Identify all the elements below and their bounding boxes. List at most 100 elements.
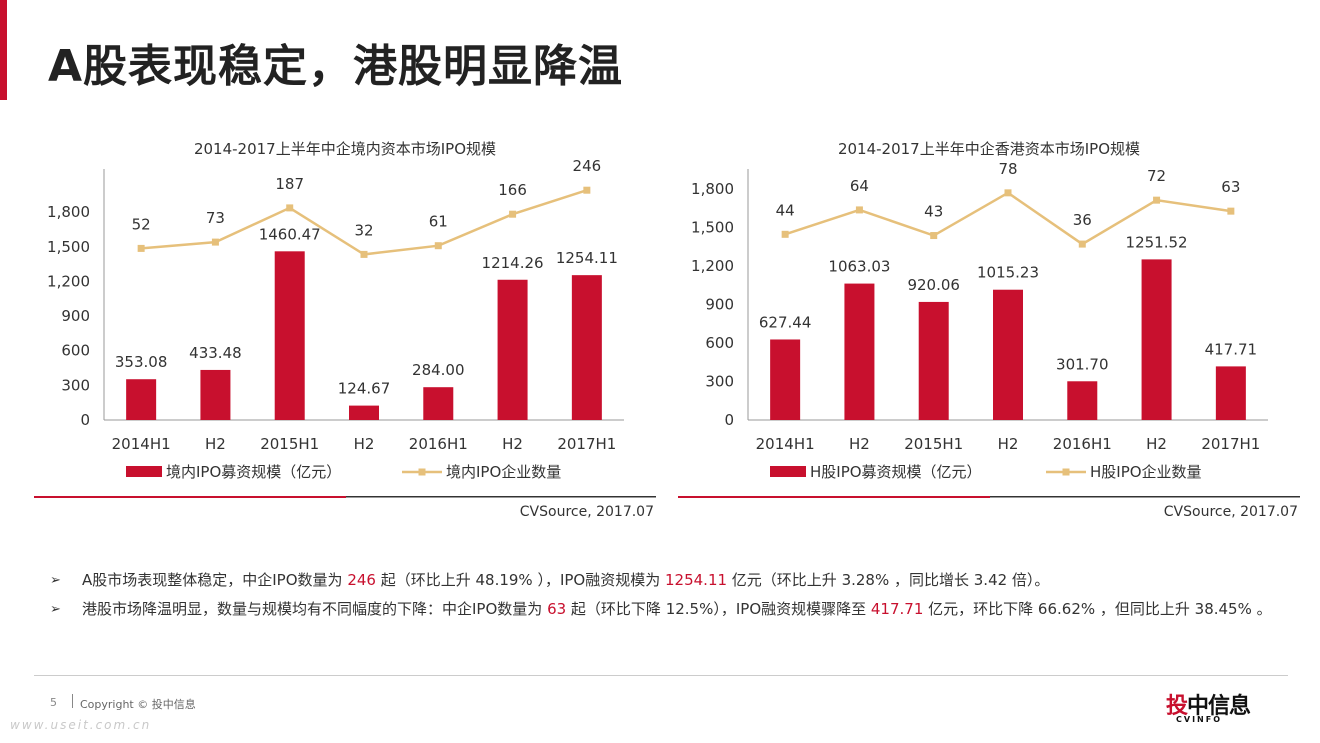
bar-value-label: 1460.47 <box>259 225 321 243</box>
footer-divider <box>34 675 1288 676</box>
y-tick-label: 0 <box>724 411 734 429</box>
y-tick-label: 300 <box>705 373 734 391</box>
bar <box>423 387 454 420</box>
line-value-label: 36 <box>1073 211 1092 229</box>
y-tick-label: 1,200 <box>47 272 90 290</box>
chart-bottom-accent <box>34 496 346 498</box>
bar <box>497 279 528 420</box>
bar-value-label: 124.67 <box>338 380 391 398</box>
x-tick-label: 2015H1 <box>904 435 963 453</box>
line-point-marker <box>509 210 517 218</box>
x-tick-label: H2 <box>1146 435 1167 453</box>
bar-value-label: 353.08 <box>115 353 168 371</box>
bar <box>349 405 379 420</box>
bar <box>844 283 875 420</box>
arrow-bullet-icon: ➢ <box>50 602 61 617</box>
line-value-label: 61 <box>429 213 448 231</box>
line-point-marker <box>781 230 789 238</box>
x-tick-label: H2 <box>849 435 870 453</box>
line-value-label: 63 <box>1221 178 1240 196</box>
bullet-text: A股市场表现整体稳定，中企IPO数量为 <box>82 571 348 589</box>
hk-ipo-chart: 0 300 600 900 1,200 1,500 1,800 627.44 2014H1 106… <box>678 130 1300 530</box>
bullet-text: 亿元，环比下降 66.62% ，但同比上升 38.45% 。 <box>923 600 1272 618</box>
logo-subtext: CVINFO <box>1176 715 1222 724</box>
bar-value-label: 433.48 <box>189 344 242 362</box>
bar-value-label: 1254.11 <box>556 249 618 267</box>
line-point-marker <box>137 244 145 252</box>
domestic-ipo-chart-svg: 0 300 600 900 1,200 1,500 1,800 353.08 2014H1 433… <box>34 157 656 498</box>
bar-value-label: 1063.03 <box>828 258 890 276</box>
x-tick-label: 2015H1 <box>260 435 319 453</box>
legend-line-marker <box>418 468 426 476</box>
bullet-highlight: 1254.11 <box>665 571 728 589</box>
line-point-marker <box>1078 240 1086 248</box>
y-tick-label: 1,200 <box>691 257 734 275</box>
title-accent-bar <box>0 0 7 100</box>
line-point-marker <box>211 238 219 246</box>
bullet-text: 港股市场降温明显，数量与规模均有不同幅度的下降：中企IPO数量为 <box>82 600 548 618</box>
bar <box>1067 381 1098 420</box>
page-number: 5 <box>50 696 57 709</box>
arrow-bullet-icon: ➢ <box>50 573 61 588</box>
bullet-item: ➢ A股市场表现整体稳定，中企IPO数量为 246 起（环比上升 48.19% … <box>48 568 1278 593</box>
y-tick-label: 300 <box>61 376 90 394</box>
copyright-text: Copyright © 投中信息 <box>80 698 196 711</box>
line-value-label: 72 <box>1147 167 1166 185</box>
y-tick-label: 600 <box>705 334 734 352</box>
chart-source: CVSource, 2017.07 <box>519 504 654 520</box>
y-tick-label: 900 <box>61 307 90 325</box>
cvinfo-logo: 投中信息 CVINFO <box>1166 688 1256 724</box>
bar <box>571 275 602 420</box>
x-tick-label: 2014H1 <box>756 435 815 453</box>
y-tick-label: 600 <box>61 342 90 360</box>
bullet-highlight: 417.71 <box>870 600 924 618</box>
y-tick-label: 1,500 <box>691 219 734 237</box>
legend-bar-swatch <box>126 466 162 477</box>
bar <box>770 339 801 420</box>
chart-title: 2014-2017上半年中企香港资本市场IPO规模 <box>837 140 1141 158</box>
bar <box>200 369 231 420</box>
y-tick-label: 0 <box>80 411 90 429</box>
line-point-marker <box>434 242 442 250</box>
line-value-label: 43 <box>924 203 943 221</box>
bullet-text: 起（环比下降 12.5%），IPO融资规模骤降至 <box>566 600 871 618</box>
legend-line-label: 境内IPO企业数量 <box>446 463 561 481</box>
logo-wordmark: 投中信息 <box>1166 694 1251 719</box>
bullet-text: 亿元（环比上升 3.28% ，同比增长 3.42 倍）。 <box>727 571 1050 589</box>
domestic-ipo-chart: 0 300 600 900 1,200 1,500 1,800 353.08 2014H1 433… <box>34 130 656 530</box>
legend-bar-label: H股IPO募资规模（亿元） <box>810 463 982 481</box>
bar-value-label: 417.71 <box>1205 340 1258 358</box>
bar-value-label: 301.70 <box>1056 355 1109 373</box>
line-point-marker <box>1227 207 1235 215</box>
y-tick-label: 900 <box>705 296 734 314</box>
x-tick-label: H2 <box>354 435 375 453</box>
legend-bar-label: 境内IPO募资规模（亿元） <box>166 463 341 481</box>
bar-value-label: 1015.23 <box>977 264 1039 282</box>
legend-line-label: H股IPO企业数量 <box>1090 463 1202 481</box>
legend-bar-swatch <box>770 466 806 477</box>
hk-ipo-chart-svg: 0 300 600 900 1,200 1,500 1,800 627.44 2014H1 106… <box>678 160 1300 498</box>
line-value-label: 187 <box>275 175 304 193</box>
bullet-text: 起（环比上升 48.19% ），IPO融资规模为 <box>375 571 665 589</box>
bar-value-label: 284.00 <box>412 361 465 379</box>
bar <box>1141 259 1172 420</box>
line-value-label: 78 <box>998 160 1017 178</box>
chart-bottom-accent <box>678 496 990 498</box>
bar-value-label: 1251.52 <box>1126 233 1188 251</box>
y-tick-label: 1,800 <box>691 180 734 198</box>
bullet-item: ➢ 港股市场降温明显，数量与规模均有不同幅度的下降：中企IPO数量为 63 起（… <box>48 597 1278 622</box>
line-value-label: 44 <box>776 201 795 219</box>
footer-separator <box>72 694 73 708</box>
line-value-label: 32 <box>354 221 373 239</box>
line-point-marker <box>855 206 863 214</box>
summary-bullets: ➢ A股市场表现整体稳定，中企IPO数量为 246 起（环比上升 48.19% … <box>48 568 1278 626</box>
x-tick-label: 2014H1 <box>112 435 171 453</box>
x-tick-label: 2016H1 <box>1053 435 1112 453</box>
bar <box>274 251 305 420</box>
watermark-text: www.useit.com.cn <box>10 718 152 732</box>
line-value-label: 246 <box>573 157 602 175</box>
bar <box>126 379 157 420</box>
line-value-label: 64 <box>850 177 869 195</box>
x-tick-label: 2017H1 <box>557 435 616 453</box>
line-point-marker <box>1004 189 1012 197</box>
